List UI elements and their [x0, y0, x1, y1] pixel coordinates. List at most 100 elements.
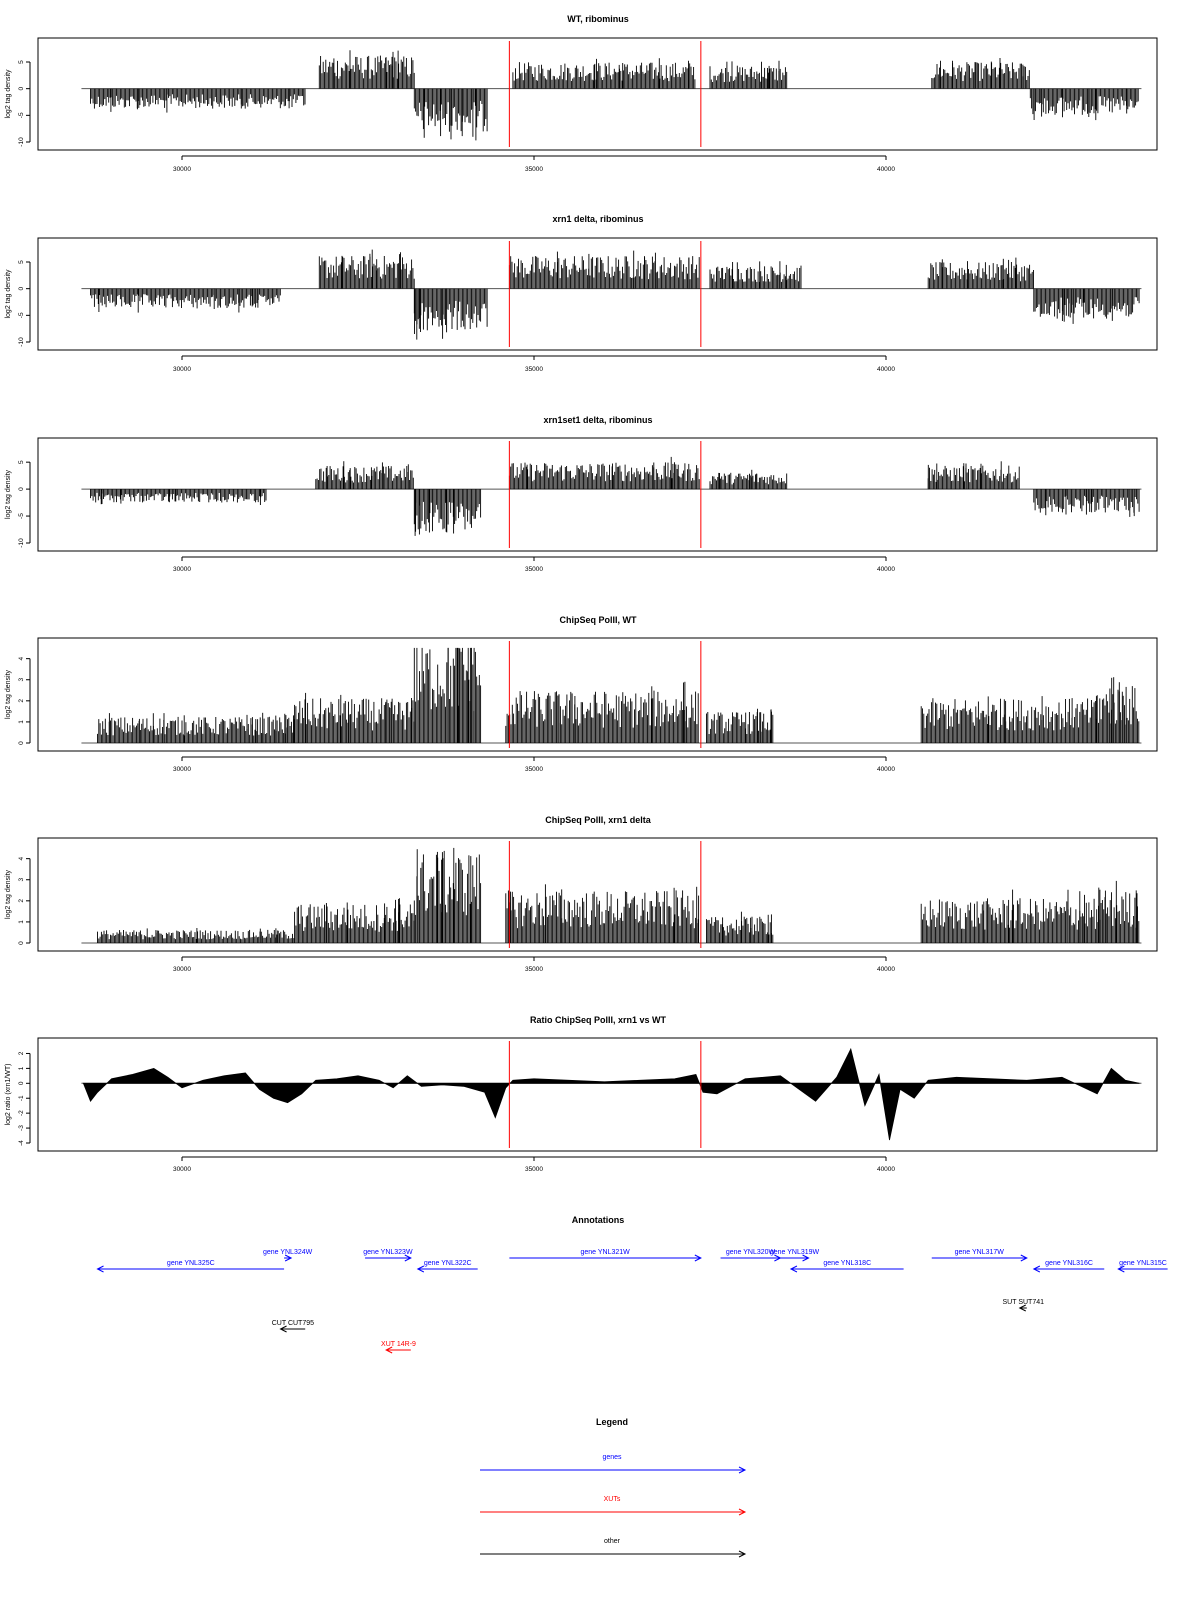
x-tick-label: 35000	[525, 366, 543, 373]
y-tick-label: 0	[18, 941, 25, 945]
signal-segment	[251, 712, 295, 743]
signal-segment	[1033, 489, 1140, 517]
signal-segment	[294, 898, 415, 943]
arrow-head	[284, 1254, 293, 1262]
signal-segment	[90, 88, 306, 113]
signal-segment	[413, 288, 488, 340]
plot-frame	[37, 637, 1158, 752]
x-tick-label: 30000	[173, 166, 191, 173]
chart-panel-4: ChipSeq PolII, WT log2 tag density 0 1 2 3 4 30…	[5, 615, 1158, 773]
y-axis-label: log2 tag density	[5, 69, 12, 119]
x-tick-label: 40000	[877, 766, 895, 773]
annotation-label: XUT 14R-9	[381, 1341, 416, 1348]
annotation-label: gene YNL316C	[1045, 1260, 1093, 1267]
signal-segment	[508, 456, 700, 490]
chart-panel-1: WT, ribominus log2 tag density -10 -5 0 5 3000…	[5, 14, 1158, 173]
annotation-arrow	[1032, 1265, 1105, 1273]
y-tick-label: 1	[18, 1066, 25, 1070]
y-tick-label: -5	[18, 513, 25, 519]
signal-segment	[508, 250, 700, 289]
signal-segment	[1096, 880, 1140, 943]
signal-segment	[413, 647, 482, 743]
signal-segment	[709, 60, 788, 89]
signal-segment	[318, 249, 415, 289]
x-tick-label: 30000	[173, 966, 191, 973]
chart-title: xrn1 delta, ribominus	[552, 214, 643, 224]
y-tick-label: 0	[18, 286, 25, 290]
x-tick-label: 30000	[173, 766, 191, 773]
signal-segment	[920, 889, 1098, 943]
arrow-head	[802, 1254, 810, 1262]
plot-frame	[37, 237, 1158, 351]
annotation-label: gene YNL315C	[1119, 1260, 1167, 1267]
arrow-head	[789, 1265, 798, 1273]
signal-segment	[927, 257, 1034, 289]
arrow-head	[96, 1265, 104, 1273]
arrow-head	[1018, 1304, 1026, 1312]
legend-label: other	[604, 1538, 621, 1545]
chart-title: xrn1set1 delta, ribominus	[543, 415, 652, 425]
signal-segment	[709, 469, 788, 490]
annotation-label: CUT CUT795	[272, 1320, 314, 1327]
annotation-arrow	[931, 1254, 1028, 1262]
legend-title: Legend	[596, 1417, 628, 1427]
plot-frame	[37, 37, 1158, 151]
y-tick-label: -5	[18, 312, 25, 318]
signal-segment	[294, 692, 415, 743]
plot-frame	[37, 437, 1158, 552]
signal-segment	[920, 696, 1098, 743]
signal-segment	[315, 461, 414, 490]
y-tick-label: 5	[18, 60, 25, 64]
x-tick-label: 35000	[525, 1166, 543, 1173]
x-tick-label: 40000	[877, 366, 895, 373]
y-tick-label: 4	[18, 656, 25, 660]
annotation-arrow	[780, 1254, 810, 1262]
plot-frame	[37, 837, 1158, 952]
annotation-arrow	[365, 1254, 412, 1262]
arrow-head	[738, 1508, 747, 1516]
signal-segment	[97, 713, 253, 743]
y-tick-label: 1	[18, 720, 25, 724]
y-tick-label: -1	[18, 1095, 25, 1101]
chart-panel-2: xrn1 delta, ribominus log2 tag density -10…	[5, 214, 1158, 373]
y-tick-label: 0	[18, 86, 25, 90]
signal-segment	[90, 489, 267, 505]
y-tick-label: 2	[18, 899, 25, 903]
chart-panel-3: xrn1set1 delta, ribominus log2 tag densit…	[5, 415, 1158, 573]
y-tick-label: -3	[18, 1125, 25, 1131]
arrow-head	[694, 1254, 702, 1262]
annotation-label: gene YNL317W	[955, 1249, 1005, 1256]
x-tick-label: 40000	[877, 566, 895, 573]
arrow-head	[738, 1550, 747, 1558]
annotation-label: gene YNL325C	[167, 1260, 215, 1267]
annotations-title: Annotations	[572, 1215, 625, 1225]
annotation-label: gene YNL321W	[580, 1249, 630, 1256]
x-tick-label: 30000	[173, 366, 191, 373]
y-axis-label: log2 tag density	[5, 469, 12, 519]
y-tick-label: 0	[18, 741, 25, 745]
annotation-label: gene YNL319W	[770, 1249, 820, 1256]
signal-segment	[90, 288, 281, 313]
arrow-head	[738, 1466, 747, 1474]
annotation-label: gene YNL323W	[363, 1249, 413, 1256]
annotation-label: gene YNL324W	[263, 1249, 313, 1256]
y-tick-label: 2	[18, 699, 25, 703]
x-tick-label: 35000	[525, 766, 543, 773]
annotation-label: gene YNL320W	[726, 1249, 776, 1256]
legend-panel: Legend genes XUTs other	[480, 1417, 747, 1558]
x-tick-label: 40000	[877, 1166, 895, 1173]
annotations-panel: Annotations gene YNL325C gene YNL324W gene …	[96, 1215, 1168, 1354]
legend-arrow	[480, 1508, 747, 1516]
y-tick-label: 3	[18, 878, 25, 882]
arrow-head	[279, 1325, 287, 1333]
legend-arrow	[480, 1466, 747, 1474]
legend-label: genes	[602, 1454, 622, 1461]
signal-segment	[927, 461, 1020, 490]
x-tick-label: 35000	[525, 966, 543, 973]
annotation-arrow	[1018, 1304, 1027, 1312]
chart-title: ChipSeq PolII, xrn1 delta	[545, 815, 652, 825]
y-tick-label: 3	[18, 678, 25, 682]
y-tick-label: 4	[18, 856, 25, 860]
x-tick-label: 30000	[173, 1166, 191, 1173]
